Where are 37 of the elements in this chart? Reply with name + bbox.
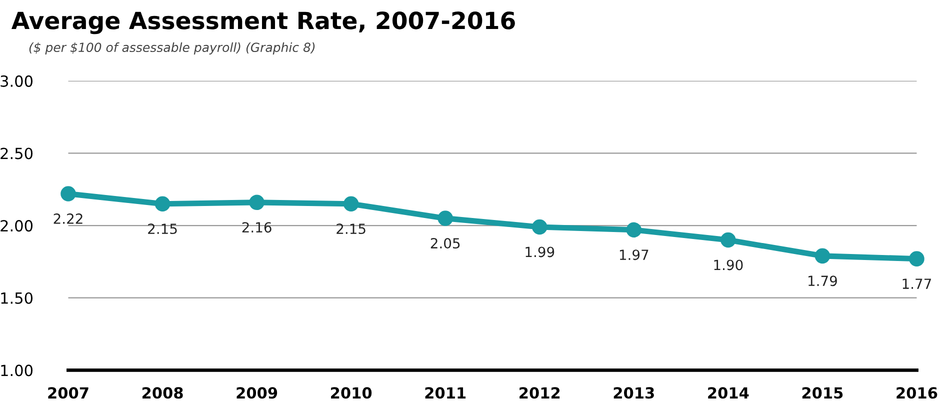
data-label: 1.79: [808, 276, 837, 286]
data-label: 1.90: [714, 260, 743, 270]
y-tick-label: 2.00: [0, 220, 33, 232]
data-label: 1.97: [620, 250, 648, 260]
y-tick-label: 3.00: [0, 75, 33, 87]
x-tick-label: 2012: [520, 387, 560, 399]
x-tick-label: 2007: [48, 387, 88, 399]
point: [249, 194, 264, 210]
x-tick-label: 2009: [236, 387, 278, 399]
data-label: 1.77: [902, 278, 931, 289]
y-tick-label: 2.50: [0, 148, 33, 160]
point: [438, 210, 453, 226]
point: [60, 186, 76, 202]
data-label: 1.99: [526, 246, 554, 258]
chart-subtitle: ($ per $100 of assessable payroll) (Graphic 8): [29, 42, 315, 54]
y-tick-label: 1.00: [1, 364, 33, 376]
data-label: 2.15: [148, 224, 177, 234]
x-tick-label: 2016: [896, 387, 938, 399]
y-tick-label: 1.50: [1, 292, 33, 304]
x-tick-label: 2015: [802, 387, 843, 399]
data-label: 2.16: [242, 222, 272, 233]
data-label: 2.15: [336, 224, 366, 234]
x-tick-label: 2014: [708, 387, 749, 399]
point: [909, 251, 924, 266]
x-tick-label: 2013: [614, 387, 654, 399]
point: [720, 232, 736, 248]
point: [814, 248, 830, 264]
chart-title: Average Assessment Rate, 2007-2016: [11, 12, 515, 34]
point: [154, 196, 170, 212]
data-label: 2.22: [54, 213, 82, 224]
x-tick-label: 2010: [331, 387, 372, 399]
data-label: 2.05: [430, 238, 460, 249]
x-tick-label: 2008: [142, 387, 183, 399]
point: [626, 222, 642, 238]
point: [532, 219, 548, 235]
point: [343, 196, 359, 212]
x-tick-label: 2011: [425, 387, 466, 399]
